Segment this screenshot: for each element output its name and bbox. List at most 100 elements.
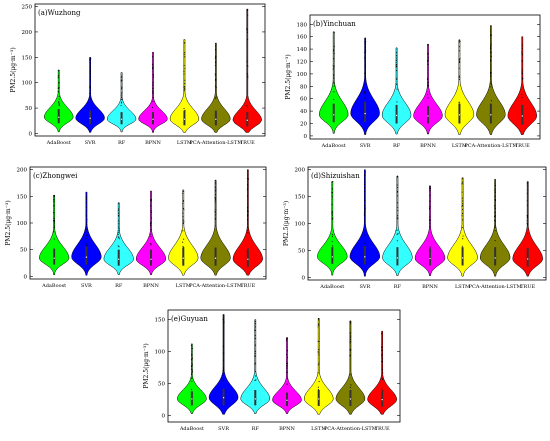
outlier-point [150,244,152,246]
outlier-point [89,62,91,64]
outlier-point [121,75,123,77]
outlier-point [152,96,154,99]
outlier-point [494,205,496,207]
outlier-point [462,212,464,215]
outlier-point [332,217,334,219]
outlier-point [254,326,256,328]
outlier-point [86,244,88,246]
x-tick-label: TRUE [375,426,390,432]
y-axis-label: PM2.5(μg·m⁻³) [143,343,150,388]
outlier-point [494,225,496,227]
outlier-point [184,67,186,69]
outlier-point [215,86,217,88]
x-tick-label: PCA-Attention-LSTM [189,283,242,289]
violin-rf: RF [382,175,413,290]
outlier-point [527,185,529,187]
x-tick-label: BPNN [279,426,295,432]
outlier-point [58,70,60,72]
outlier-point [381,346,383,348]
outlier-point [85,222,88,224]
outlier-point [247,178,250,180]
outlier-point [333,32,335,34]
outlier-point [182,212,184,214]
violin-svr: SVR [208,314,239,432]
outlier-point [426,93,429,95]
x-tick-label: SVR [360,143,371,149]
outlier-point [521,97,523,99]
outlier-point [494,207,496,209]
outlier-point [121,101,123,103]
outlier-point [215,225,217,227]
outlier-point [85,206,88,208]
chart-panel-5: (e)Guyuan PM2.5(μg·m⁻³) 0 50 100 150 AdaBoost S… [143,309,401,432]
outlier-point [214,199,216,201]
outlier-point [182,216,184,218]
outlier-point [246,189,248,191]
outlier-point [494,240,496,242]
outlier-point [53,200,55,202]
median-marker [285,399,289,402]
outlier-point [152,66,154,68]
outlier-point [286,353,288,356]
violin-pca-attention-lstm: PCA-Attention-LSTM [324,320,377,432]
outlier-point [349,339,351,341]
violin-body [447,177,478,277]
outlier-point [396,88,398,90]
outlier-point [397,233,399,235]
outlier-point [494,191,496,193]
outlier-point [254,320,256,323]
outlier-point [427,52,429,55]
outlier-point [428,57,430,59]
outlier-point [427,84,429,86]
outlier-point [254,350,256,352]
outlier-point [53,231,55,233]
outlier-point [120,96,123,98]
outlier-point [89,86,91,88]
x-tick-label: SVR [85,140,96,146]
outlier-point [332,64,334,66]
median-marker [89,117,92,120]
outlier-point [494,219,496,222]
outlier-point [381,361,384,363]
outlier-point [429,219,431,221]
outlier-point [183,73,185,75]
outlier-point [89,72,91,74]
outlier-point [214,211,216,213]
outlier-point [182,245,184,248]
outlier-point [150,233,152,235]
outlier-point [494,230,496,232]
x-tick-label: LSTM [455,284,470,290]
violin-iqr-box [254,390,257,406]
outlier-point [120,80,122,82]
outlier-point [85,202,87,204]
outlier-point [247,211,249,213]
panel-title: (a)Wuzhong [38,9,81,17]
outlier-point [526,217,528,219]
outlier-point [190,345,192,347]
outlier-point [526,183,528,185]
outlier-point [318,348,320,351]
outlier-point [118,220,120,222]
outlier-point [117,210,119,212]
x-tick-label: PCA-Attention-LSTM [189,140,242,146]
outlier-point [150,210,152,212]
outlier-point [183,64,185,67]
outlier-point [395,55,398,57]
outlier-point [461,200,464,202]
y-tick-label: 150 [22,55,33,61]
violin-bpnn: BPNN [272,337,302,432]
outlier-point [85,237,87,240]
outlier-point [223,368,225,370]
outlier-point [396,84,398,86]
violin-body [350,37,380,135]
outlier-point [214,218,217,220]
median-marker [120,118,123,121]
outlier-point [396,202,398,204]
outlier-point [462,203,464,205]
y-tick-label: 150 [17,194,28,200]
outlier-point [246,60,248,62]
violin-pca-attention-lstm: PCA-Attention-LSTM [189,179,242,289]
violin-body [335,320,366,415]
outlier-point [364,242,366,244]
outlier-point [490,46,492,48]
